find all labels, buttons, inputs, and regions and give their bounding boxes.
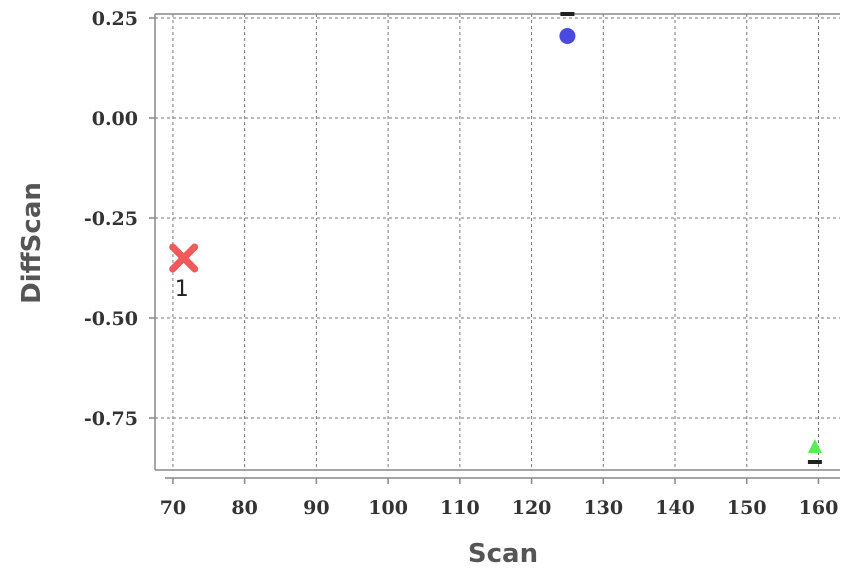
y-tick-label: 0.00 [92,108,138,130]
data-point-dash [560,12,575,16]
x-tick-label: 90 [303,497,329,519]
x-tick-label: 130 [583,497,623,519]
grid-layer [155,14,840,470]
x-tick-label: 140 [655,497,695,519]
x-tick-label: 70 [160,497,186,519]
x-tick-label: 110 [440,497,480,519]
x-tick-label: 160 [799,497,839,519]
x-tick-label: 80 [231,497,257,519]
labels-layer: 70 80 90 100 110 120 130 140 150 160 0.25 0.00 -0.25… [84,8,838,519]
x-tick-label: 100 [368,497,408,519]
cross-stroke [169,243,199,273]
x-tick-label: 120 [512,497,552,519]
y-tick-label: 0.25 [92,8,138,30]
y-tick-label: -0.50 [84,308,138,330]
y-axis-title: DiffScan [17,182,47,304]
x-axis-title: Scan [468,539,538,569]
data-point-circle [559,28,576,44]
data-point-label: 1 [175,277,189,302]
data-point-cross [169,243,199,273]
axes-layer [149,13,840,484]
y-tick-label: -0.75 [84,408,138,430]
data-point-dash [807,460,822,464]
marks-layer [169,12,822,464]
x-tick-label: 150 [727,497,767,519]
plot-background [155,14,840,470]
y-tick-label: -0.25 [84,208,138,230]
data-point-triangle [807,439,822,453]
